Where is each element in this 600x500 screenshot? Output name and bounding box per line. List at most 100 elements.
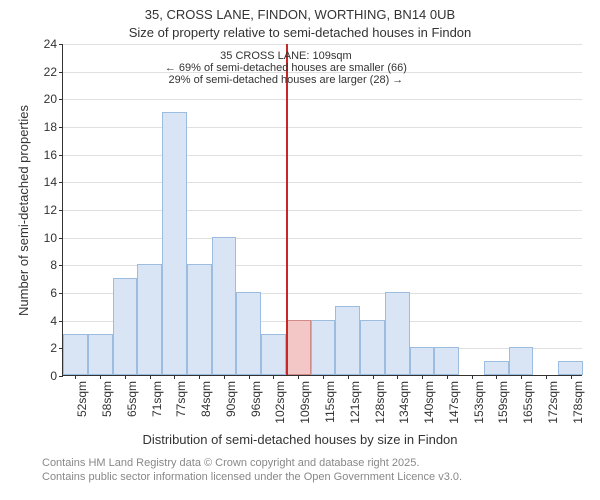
xtick-label: 178sqm [571, 381, 585, 424]
x-axis-label: Distribution of semi-detached houses by … [0, 432, 600, 447]
title-line2: Size of property relative to semi-detach… [0, 24, 600, 42]
xtick-mark [298, 375, 299, 379]
xtick-mark [199, 375, 200, 379]
xtick-mark [397, 375, 398, 379]
gridline-h [63, 238, 582, 239]
ytick-mark [59, 293, 63, 294]
xtick-mark [447, 375, 448, 379]
xtick-label: 96sqm [249, 381, 263, 417]
xtick-label: 90sqm [224, 381, 238, 417]
ytick-mark [59, 376, 63, 377]
xtick-label: 102sqm [273, 381, 287, 424]
ytick-mark [59, 72, 63, 73]
ytick-label: 22 [44, 65, 57, 79]
xtick-mark [273, 375, 274, 379]
xtick-label: 77sqm [174, 381, 188, 417]
reference-line [286, 44, 288, 375]
histogram-bar [88, 334, 113, 376]
histogram-bar [385, 292, 410, 375]
annot-line2: ← 69% of semi-detached houses are smalle… [165, 62, 407, 74]
histogram-bar [434, 347, 459, 375]
xtick-mark [100, 375, 101, 379]
xtick-label: 115sqm [323, 381, 337, 423]
ytick-mark [59, 99, 63, 100]
xtick-mark [373, 375, 374, 379]
ytick-mark [59, 238, 63, 239]
gridline-h [63, 127, 582, 128]
ytick-label: 10 [44, 231, 57, 245]
ytick-mark [59, 155, 63, 156]
xtick-mark [571, 375, 572, 379]
xtick-label: 121sqm [348, 381, 362, 424]
xtick-label: 52sqm [75, 381, 89, 417]
ytick-mark [59, 127, 63, 128]
xtick-label: 84sqm [199, 381, 213, 417]
gridline-h [63, 210, 582, 211]
footer-attribution: Contains HM Land Registry data © Crown c… [42, 456, 462, 485]
histogram-bar [162, 112, 187, 375]
ytick-mark [59, 321, 63, 322]
plot-area: 02468101214161820222452sqm58sqm65sqm71sq… [62, 44, 582, 376]
xtick-label: 159sqm [496, 381, 510, 424]
xtick-label: 128sqm [373, 381, 387, 424]
gridline-h [63, 155, 582, 156]
xtick-label: 153sqm [472, 381, 486, 424]
xtick-label: 147sqm [447, 381, 461, 424]
gridline-h [63, 99, 582, 100]
xtick-mark [521, 375, 522, 379]
ytick-mark [59, 265, 63, 266]
footer-line1: Contains HM Land Registry data © Crown c… [42, 456, 462, 470]
histogram-bar [63, 334, 88, 376]
xtick-label: 140sqm [422, 381, 436, 424]
xtick-mark [348, 375, 349, 379]
annot-line3: 29% of semi-detached houses are larger (… [165, 74, 407, 86]
footer-line2: Contains public sector information licen… [42, 470, 462, 484]
xtick-label: 71sqm [150, 381, 164, 417]
xtick-mark [125, 375, 126, 379]
y-axis-label: Number of semi-detached properties [16, 105, 31, 316]
xtick-mark [472, 375, 473, 379]
ytick-label: 16 [44, 148, 57, 162]
ytick-mark [59, 210, 63, 211]
histogram-bar [311, 320, 336, 375]
histogram-bar [261, 334, 286, 376]
ytick-label: 4 [50, 314, 57, 328]
ytick-label: 24 [44, 37, 57, 51]
xtick-mark [75, 375, 76, 379]
xtick-mark [249, 375, 250, 379]
histogram-bar [113, 278, 138, 375]
histogram-bar [360, 320, 385, 375]
title-line1: 35, CROSS LANE, FINDON, WORTHING, BN14 0… [0, 6, 600, 24]
xtick-label: 172sqm [546, 381, 560, 424]
histogram-bar [236, 292, 261, 375]
histogram-bar-highlight [286, 320, 311, 375]
ytick-label: 8 [50, 258, 57, 272]
ytick-mark [59, 182, 63, 183]
ytick-label: 18 [44, 120, 57, 134]
histogram-bar [509, 347, 534, 375]
histogram-bar [335, 306, 360, 375]
ytick-label: 12 [44, 203, 57, 217]
xtick-label: 165sqm [521, 381, 535, 424]
ytick-label: 0 [50, 369, 57, 383]
xtick-label: 109sqm [298, 381, 312, 424]
xtick-label: 134sqm [397, 381, 411, 424]
ytick-label: 20 [44, 92, 57, 106]
gridline-h [63, 182, 582, 183]
histogram-bar [187, 264, 212, 375]
reference-annotation: 35 CROSS LANE: 109sqm← 69% of semi-detac… [165, 50, 407, 86]
xtick-mark [422, 375, 423, 379]
ytick-mark [59, 44, 63, 45]
xtick-label: 65sqm [125, 381, 139, 417]
ytick-label: 2 [50, 341, 57, 355]
ytick-label: 14 [44, 175, 57, 189]
histogram-bar [410, 347, 435, 375]
histogram-bar [484, 361, 509, 375]
annot-line1: 35 CROSS LANE: 109sqm [165, 50, 407, 62]
gridline-h [63, 44, 582, 45]
xtick-mark [496, 375, 497, 379]
histogram-bar [212, 237, 237, 375]
histogram-bar [137, 264, 162, 375]
xtick-mark [224, 375, 225, 379]
ytick-label: 6 [50, 286, 57, 300]
